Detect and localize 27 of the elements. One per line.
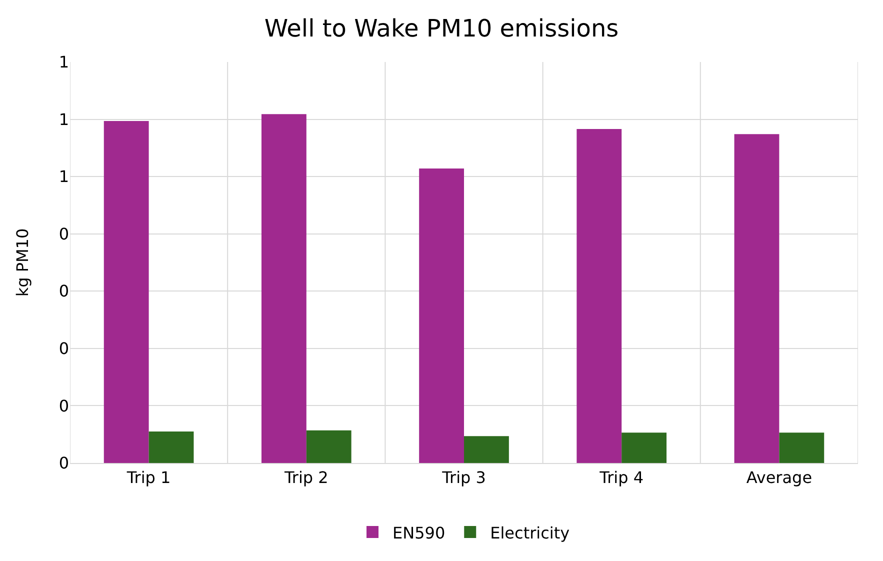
x-tick-label: Trip 1 [126, 468, 171, 488]
bar [104, 121, 149, 463]
y-tick-label: 1 [58, 52, 69, 72]
y-tick-label: 0 [58, 224, 69, 244]
y-axis-title: kg PM10 [13, 228, 32, 297]
y-tick-label: 0 [58, 396, 69, 416]
legend-label: EN590 [392, 523, 446, 542]
bar [464, 436, 509, 463]
y-tick-label: 0 [58, 282, 69, 301]
bar [779, 432, 824, 463]
bar [419, 168, 464, 463]
y-tick-label: 0 [58, 339, 69, 358]
bar [148, 431, 194, 463]
x-tick-label: Trip 2 [283, 468, 328, 488]
bar [576, 129, 622, 463]
bar [306, 430, 352, 463]
y-tick-label: 1 [58, 167, 69, 186]
bar [622, 432, 667, 463]
chart-title: Well to Wake PM10 emissions [264, 14, 619, 42]
legend-label: Electricity [490, 523, 570, 542]
y-tick-label: 1 [58, 110, 69, 129]
bar [734, 134, 780, 463]
bar [261, 114, 306, 463]
x-tick-label: Trip 3 [441, 468, 486, 488]
x-tick-label: Average [746, 468, 812, 488]
x-tick-label: Trip 4 [598, 468, 644, 488]
y-tick-label: 0 [58, 454, 69, 473]
